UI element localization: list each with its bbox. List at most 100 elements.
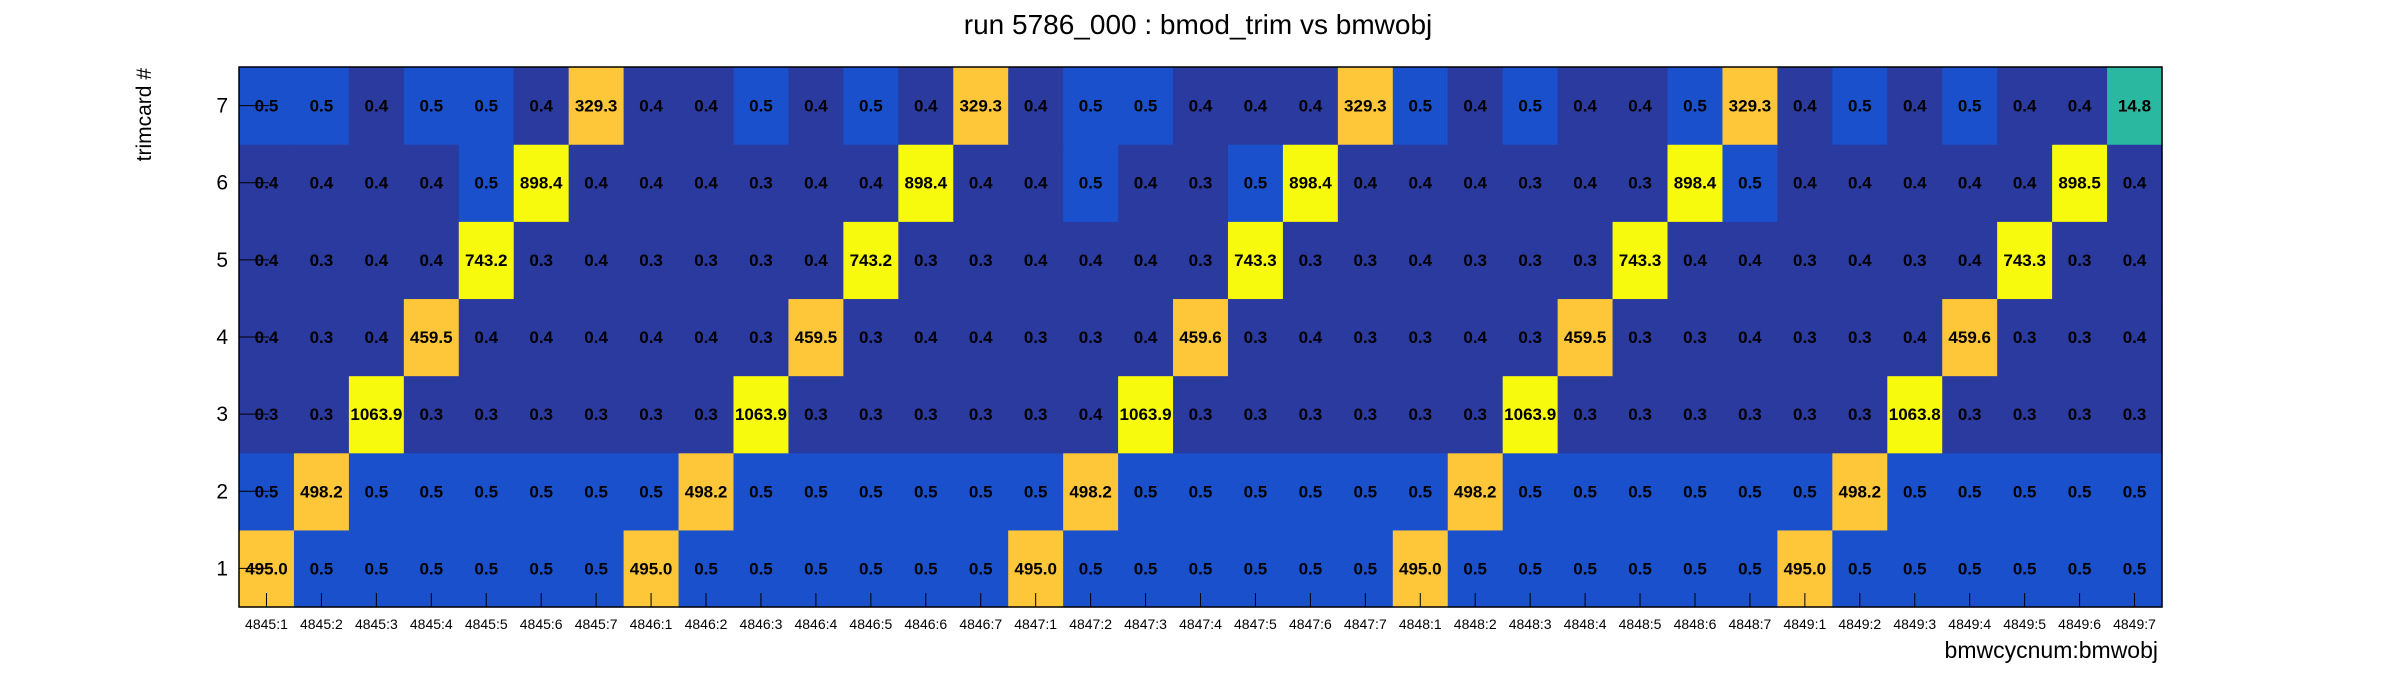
cell-value-label: 0.5 — [749, 482, 773, 501]
heatmap-cell — [403, 298, 460, 377]
cell-value-label: 0.4 — [1738, 251, 1762, 270]
cell-value-label: 0.5 — [2068, 559, 2092, 578]
x-tick-label: 4845:2 — [300, 616, 343, 632]
y-tick-label: 5 — [216, 249, 228, 272]
heatmap-cell — [623, 452, 680, 531]
heatmap-cell — [1063, 375, 1119, 454]
heatmap-cell — [898, 144, 954, 222]
heatmap-cell — [953, 144, 1009, 222]
heatmap-cell — [898, 452, 954, 531]
cell-value-labels: 495.0 0.5 0.5 0.5 0.5 0.5 0.5 495.0 0.5 0.5 0.5 0.5… — [245, 97, 2151, 579]
heatmap-cell — [1173, 221, 1229, 300]
cell-value-label: 0.3 — [1793, 405, 1817, 424]
heatmap-cell — [1722, 144, 1778, 222]
heatmap-cell — [788, 144, 844, 222]
heatmap-cell — [1612, 144, 1669, 222]
cell-value-label: 0.4 — [1463, 97, 1487, 116]
heatmap-cell — [1337, 144, 1394, 222]
y-axis-ticks: 1 2 3 4 5 6 7 — [216, 95, 269, 580]
cell-value-label: 0.3 — [1024, 328, 1048, 347]
cell-value-label: 0.3 — [1354, 405, 1378, 424]
cell-value-label: 0.4 — [2068, 97, 2092, 116]
x-tick-label: 4848:5 — [1619, 616, 1662, 632]
cell-value-label: 0.4 — [1134, 251, 1158, 270]
heatmap-cell — [403, 221, 460, 300]
cell-value-label: 0.5 — [1299, 559, 1323, 578]
cell-value-label: 0.5 — [1958, 559, 1982, 578]
cell-value-label: 498.2 — [300, 482, 343, 501]
cell-value-label: 0.5 — [1683, 97, 1707, 116]
heatmap-cell — [1997, 375, 2053, 454]
heatmap-cell — [788, 298, 844, 377]
heatmap-cell — [1942, 375, 1998, 454]
heatmap-cell — [458, 452, 515, 531]
cell-value-label: 0.4 — [2123, 328, 2147, 347]
heatmap-cell — [843, 144, 899, 222]
heatmap-cell — [733, 452, 790, 531]
cell-value-label: 0.5 — [474, 482, 498, 501]
cell-value-label: 0.5 — [1024, 482, 1048, 501]
heatmap-cell — [1282, 67, 1339, 145]
heatmap-cell — [568, 144, 625, 222]
heatmap-cell — [1777, 452, 1833, 531]
cell-value-label: 0.4 — [804, 174, 828, 193]
cell-value-label: 0.4 — [1903, 174, 1927, 193]
cell-value-label: 0.4 — [1134, 174, 1158, 193]
cell-value-label: 0.5 — [1134, 97, 1158, 116]
cell-value-label: 0.3 — [859, 328, 883, 347]
heatmap-cell — [1997, 298, 2053, 377]
heatmap-cell — [2052, 452, 2108, 531]
cell-value-label: 0.5 — [1628, 559, 1652, 578]
cell-value-label: 495.0 — [1014, 559, 1057, 578]
heatmap-cell — [733, 144, 790, 222]
cell-value-label: 459.5 — [795, 328, 838, 347]
cell-value-label: 0.4 — [694, 174, 718, 193]
heatmap-cell — [953, 221, 1009, 300]
cell-value-label: 0.4 — [529, 328, 553, 347]
cell-value-label: 0.5 — [804, 482, 828, 501]
heatmap-cell — [2052, 221, 2108, 300]
cell-value-label: 0.5 — [1408, 97, 1432, 116]
heatmap-cell — [348, 67, 405, 145]
heatmap-cell — [348, 221, 405, 300]
cell-value-label: 498.2 — [1839, 482, 1882, 501]
cell-value-label: 0.4 — [365, 251, 389, 270]
cell-value-label: 0.5 — [1848, 97, 1872, 116]
heatmap-cell — [568, 375, 625, 454]
cell-value-label: 0.3 — [1958, 405, 1982, 424]
cell-value-label: 0.5 — [365, 482, 389, 501]
cell-value-label: 0.4 — [639, 328, 663, 347]
chart-title: run 5786_000 : bmod_trim vs bmwobj — [964, 9, 1432, 40]
cell-value-label: 0.3 — [529, 405, 553, 424]
heatmap-cell — [458, 67, 515, 145]
heatmap-cell — [1722, 298, 1778, 377]
heatmap-cell — [1282, 452, 1339, 531]
heatmap-cell — [1118, 375, 1174, 454]
heatmap-cell — [678, 221, 735, 300]
heatmap-cell — [1447, 298, 1504, 377]
heatmap-cell — [623, 298, 680, 377]
heatmap-cell — [2107, 298, 2163, 377]
cell-value-label: 0.5 — [1738, 174, 1762, 193]
x-tick-label: 4849:5 — [2003, 616, 2046, 632]
cell-value-label: 0.4 — [1958, 174, 1982, 193]
heatmap-cell — [1173, 452, 1229, 531]
cell-value-label: 0.5 — [419, 559, 443, 578]
cell-value-label: 498.2 — [1454, 482, 1497, 501]
cell-value-label: 0.5 — [419, 482, 443, 501]
cell-value-label: 0.5 — [1518, 559, 1542, 578]
cell-value-label: 0.5 — [1408, 482, 1432, 501]
cell-value-label: 0.4 — [1024, 97, 1048, 116]
cell-value-label: 0.5 — [1958, 97, 1982, 116]
y-axis-label: trimcard # — [133, 68, 156, 162]
cell-value-label: 0.4 — [694, 328, 718, 347]
heatmap-cell — [788, 221, 844, 300]
cell-value-label: 0.4 — [1683, 251, 1707, 270]
cell-value-label: 0.4 — [2013, 97, 2037, 116]
heatmap-cell — [1722, 221, 1778, 300]
cell-value-label: 0.4 — [1628, 97, 1652, 116]
heatmap-cell — [788, 67, 844, 145]
cell-value-label: 0.4 — [1793, 174, 1817, 193]
cell-value-label: 0.5 — [1463, 559, 1487, 578]
